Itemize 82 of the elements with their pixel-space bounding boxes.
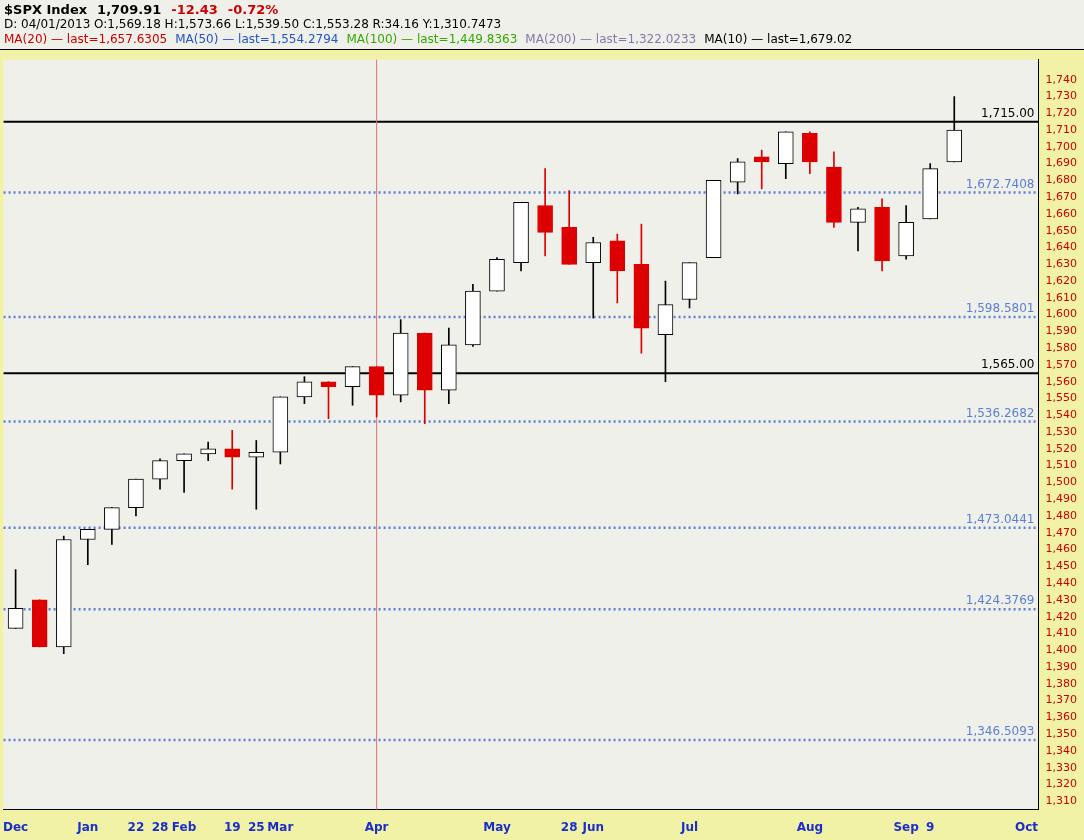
ref-line-label: 1,346.5093: [965, 724, 1035, 739]
y-tick-label: 1,570: [1045, 357, 1078, 371]
y-tick-label: 1,690: [1045, 156, 1078, 170]
y-tick-label: 1,470: [1045, 525, 1078, 539]
x-tick-label: May: [483, 819, 511, 834]
text: MA(200) — last=1,322.0233: [525, 32, 697, 47]
ref-line-label: 1,672.7408: [965, 176, 1035, 191]
text: -12.43: [171, 2, 218, 17]
candlestick: [224, 430, 241, 490]
y-tick-label: 1,660: [1045, 206, 1078, 220]
x-tick-label: Apr: [364, 819, 389, 834]
y-tick-label: 1,620: [1045, 273, 1078, 287]
y-tick-label: 1,440: [1045, 575, 1078, 589]
y-tick-label: 1,580: [1045, 341, 1078, 355]
x-tick-label: Oct: [1014, 819, 1039, 834]
y-tick-label: 1,340: [1045, 743, 1078, 757]
y-tick-label: 1,520: [1045, 441, 1078, 455]
ref-line-label: 1,473.0441: [965, 511, 1035, 526]
x-tick-label: Sep: [893, 819, 920, 834]
text: MA(50) — last=1,554.2794: [175, 32, 339, 47]
y-tick-label: 1,420: [1045, 609, 1078, 623]
chart-subtitle: D: 04/01/2013 O:1,569.18 H:1,573.66 L:1,539.50 C:1,553.28 R:34.16 Y:1,310.7473: [4, 17, 503, 32]
y-tick-label: 1,590: [1045, 324, 1078, 338]
x-tick-label: 19: [223, 819, 241, 834]
x-tick-label: Dec: [3, 819, 29, 834]
y-tick-label: 1,530: [1045, 424, 1078, 438]
y-tick-label: 1,400: [1045, 643, 1078, 657]
x-tick-label: Aug: [796, 819, 824, 834]
y-tick-label: 1,680: [1045, 173, 1078, 187]
x-tick-label: Jan: [76, 819, 99, 834]
ref-line-label: 1,598.5801: [965, 301, 1035, 316]
text: MA(100) — last=1,449.8363: [346, 32, 518, 47]
y-tick-label: 1,630: [1045, 257, 1078, 271]
y-tick-label: 1,460: [1045, 542, 1078, 556]
y-tick-label: 1,560: [1045, 374, 1078, 388]
y-tick-label: 1,360: [1045, 710, 1078, 724]
y-tick-label: 1,670: [1045, 190, 1078, 204]
y-tick-label: 1,480: [1045, 508, 1078, 522]
y-tick-label: 1,370: [1045, 693, 1078, 707]
candlestick: [248, 440, 265, 510]
y-tick-label: 1,640: [1045, 240, 1078, 254]
y-tick-label: 1,720: [1045, 106, 1078, 120]
y-tick-label: 1,330: [1045, 760, 1078, 774]
text: MA(10) — last=1,679.02: [704, 32, 853, 47]
y-tick-label: 1,650: [1045, 223, 1078, 237]
y-tick-label: 1,450: [1045, 559, 1078, 573]
y-tick-label: 1,430: [1045, 592, 1078, 606]
x-tick-label: Jun: [581, 819, 605, 834]
y-tick-label: 1,310: [1045, 794, 1078, 808]
x-tick-label: Jul: [679, 819, 699, 834]
y-tick-label: 1,610: [1045, 290, 1078, 304]
y-tick-label: 1,390: [1045, 659, 1078, 673]
y-tick-label: 1,510: [1045, 458, 1078, 472]
y-tick-label: 1,740: [1045, 72, 1078, 86]
y-tick-label: 1,410: [1045, 626, 1078, 640]
y-tick-label: 1,700: [1045, 139, 1078, 153]
text: -0.72%: [227, 2, 279, 17]
x-tick-label: 9: [926, 819, 935, 834]
x-tick-label: 28: [560, 819, 578, 834]
x-tick-label: 25: [247, 819, 265, 834]
chart-title: $SPX Index: [4, 2, 88, 17]
ref-line-label: 1,565.00: [981, 357, 1035, 372]
y-tick-label: 1,550: [1045, 391, 1078, 405]
ref-line-label: 1,536.2682: [965, 405, 1035, 420]
x-tick-label: 22: [127, 819, 145, 834]
y-tick-label: 1,730: [1045, 89, 1078, 103]
ref-line-label: 1,424.3769: [965, 593, 1035, 608]
x-tick-label: 28: [151, 819, 169, 834]
x-tick-label: Mar: [267, 819, 294, 834]
y-tick-label: 1,320: [1045, 777, 1078, 791]
y-tick-label: 1,710: [1045, 122, 1078, 136]
y-tick-label: 1,600: [1045, 307, 1078, 321]
candlestick: [176, 453, 192, 493]
x-tick-label: Feb: [171, 819, 197, 834]
y-tick-label: 1,350: [1045, 726, 1078, 740]
y-tick-label: 1,500: [1045, 475, 1078, 489]
text: MA(20) — last=1,657.6305: [4, 32, 168, 47]
text: 1,709.91: [97, 2, 162, 17]
y-tick-label: 1,490: [1045, 492, 1078, 506]
ref-line-label: 1,715.00: [981, 105, 1035, 120]
y-tick-label: 1,380: [1045, 676, 1078, 690]
y-tick-label: 1,540: [1045, 408, 1078, 422]
